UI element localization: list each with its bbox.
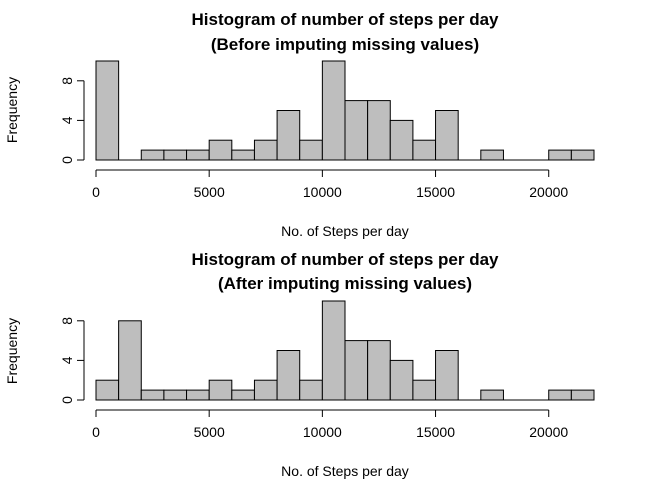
y-axis-label: Frequency: [4, 77, 20, 143]
histogram-bar: [570, 149, 595, 161]
bars-group: [95, 60, 595, 161]
histogram-after-panel: Histogram of number of steps per day (Af…: [4, 250, 595, 479]
histogram-bar: [253, 139, 278, 161]
histogram-bar: [276, 350, 301, 401]
histogram-bar: [163, 149, 188, 161]
histogram-bar: [367, 340, 391, 401]
histogram-bar: [480, 149, 504, 161]
x-tick-label: 10000: [303, 424, 342, 440]
x-axis: 0 5000 10000 15000 20000: [92, 409, 568, 440]
chart-subtitle: (After imputing missing values): [218, 274, 472, 293]
histogram-bar: [412, 139, 437, 161]
histogram-bar: [480, 389, 504, 401]
histogram-bar: [435, 110, 459, 161]
x-tick-label: 5000: [194, 424, 225, 440]
histogram-bar: [435, 350, 459, 401]
histogram-bar: [412, 379, 437, 401]
bars-group: [95, 300, 595, 401]
x-tick-label: 20000: [529, 424, 568, 440]
histogram-bar: [186, 149, 210, 161]
histogram-bar: [231, 149, 255, 161]
histogram-bar: [140, 149, 165, 161]
histogram-bar: [95, 60, 120, 161]
histogram-bar: [570, 389, 595, 401]
histogram-before-panel: Histogram of number of steps per day (Be…: [4, 10, 595, 239]
chart-subtitle: (Before imputing missing values): [211, 35, 479, 54]
x-axis-label: No. of Steps per day: [281, 463, 409, 479]
x-tick-label: 5000: [194, 184, 225, 200]
y-axis-label: Frequency: [4, 318, 20, 384]
histogram-bar: [389, 359, 414, 401]
histogram-bar: [95, 379, 120, 401]
histogram-bar: [276, 110, 301, 161]
histogram-bar: [253, 379, 278, 401]
histogram-bar: [321, 60, 346, 161]
x-tick-label: 15000: [416, 424, 455, 440]
x-tick-label: 15000: [416, 184, 455, 200]
histogram-bar: [208, 139, 233, 161]
y-tick-label: 8: [59, 317, 75, 325]
histogram-bar: [367, 100, 391, 161]
y-tick-label: 4: [59, 116, 75, 124]
histogram-bar: [389, 119, 414, 161]
histogram-bar: [299, 379, 323, 401]
histogram-bar: [321, 300, 346, 401]
x-axis: 0 5000 10000 15000 20000: [92, 169, 568, 200]
x-tick-label: 0: [92, 424, 100, 440]
x-tick-label: 20000: [529, 184, 568, 200]
y-axis: 0 4 8: [59, 317, 85, 404]
histogram-bar: [231, 389, 255, 401]
y-tick-label: 4: [59, 356, 75, 364]
histogram-bar: [208, 379, 233, 401]
y-axis: 0 4 8: [59, 77, 85, 164]
chart-title: Histogram of number of steps per day: [192, 10, 500, 29]
chart-title: Histogram of number of steps per day: [192, 250, 500, 269]
histogram-bar: [163, 389, 188, 401]
x-tick-label: 0: [92, 184, 100, 200]
histogram-bar: [186, 389, 210, 401]
x-tick-label: 10000: [303, 184, 342, 200]
y-tick-label: 0: [59, 396, 75, 404]
x-axis-label: No. of Steps per day: [281, 223, 409, 239]
y-tick-label: 0: [59, 156, 75, 164]
histogram-bar: [140, 389, 165, 401]
histogram-bar: [344, 340, 369, 401]
histogram-bar: [299, 139, 323, 161]
histogram-bar: [548, 149, 572, 161]
histogram-bar: [118, 320, 142, 401]
y-tick-label: 8: [59, 77, 75, 85]
histogram-bar: [344, 100, 369, 161]
histogram-bar: [548, 389, 572, 401]
